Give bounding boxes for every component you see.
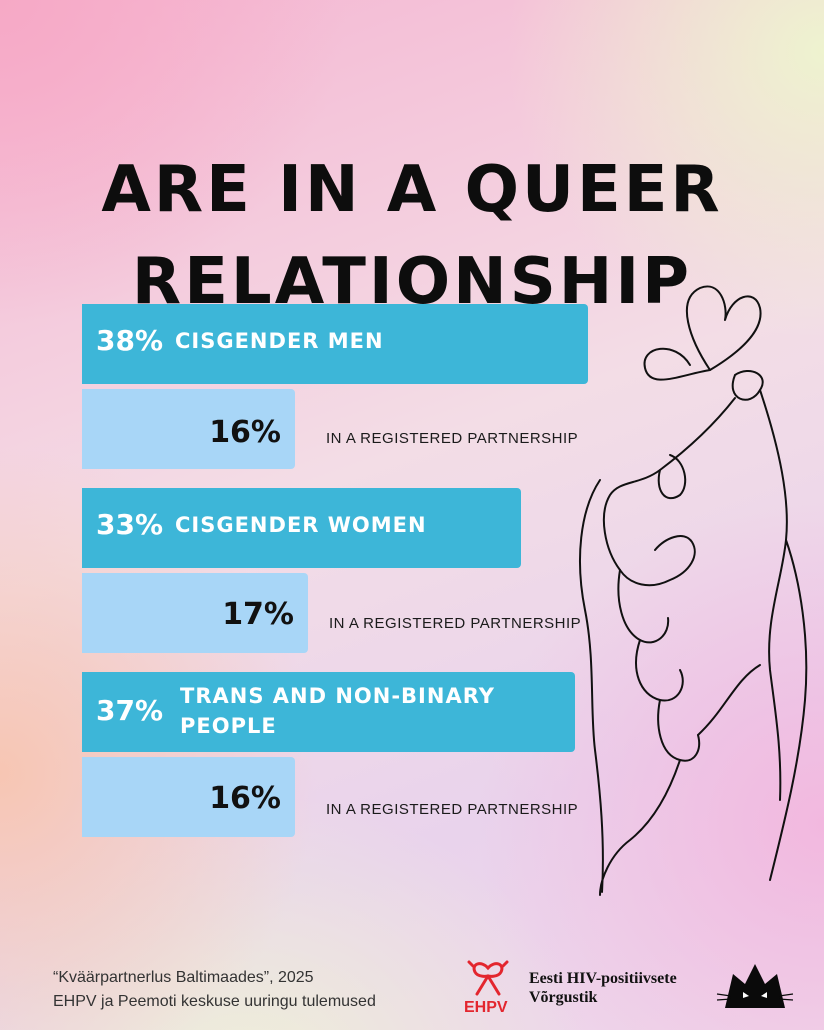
org-name-line-2: Võrgustik	[529, 989, 598, 1006]
cat-face-logo-icon	[716, 964, 794, 1008]
title-line-1: ARE IN A QUEER	[101, 153, 723, 227]
bar-registered-trans-non-binary: 16%	[82, 757, 295, 837]
bar-cisgender-women: 33% CISGENDER WOMEN	[82, 488, 521, 568]
registered-partnership-label-2: IN A REGISTERED PARTNERSHIP	[329, 615, 582, 632]
registered-partnership-label-1: IN A REGISTERED PARTNERSHIP	[326, 430, 579, 447]
bar-trans-non-binary: 37% TRANS AND NON-BINARY PEOPLE	[82, 672, 575, 752]
bar-registered-cisgender-men: 16%	[82, 389, 295, 469]
category-label-trans-non-binary-line-1: TRANS AND NON-BINARY	[180, 684, 495, 708]
heart-hand-line-art-icon	[579, 285, 808, 896]
org-name-line-1: Eesti HIV-positiivsete	[529, 970, 677, 987]
category-label-cisgender-men: CISGENDER MEN	[175, 329, 384, 353]
ehpv-logo-text: EHPV	[464, 999, 508, 1016]
source-line-1: “Kväärpartnerlus Baltimaades”, 2025	[53, 969, 314, 986]
registered-partnership-label-3: IN A REGISTERED PARTNERSHIP	[326, 801, 579, 818]
value-label-registered-cisgender-women: 17%	[222, 597, 294, 632]
value-label-trans-non-binary: 37%	[96, 694, 164, 727]
category-label-cisgender-women: CISGENDER WOMEN	[175, 513, 427, 537]
bar-registered-cisgender-women: 17%	[82, 573, 308, 653]
ehpv-ribbon-logo-icon	[467, 960, 509, 996]
source-line-2: EHPV ja Peemoti keskuse uuringu tulemuse…	[53, 993, 376, 1010]
value-label-registered-cisgender-men: 16%	[209, 415, 281, 450]
title-line-2: RELATIONSHIP	[131, 245, 693, 319]
value-label-registered-trans-non-binary: 16%	[209, 781, 281, 816]
bar-cisgender-men: 38% CISGENDER MEN	[82, 304, 588, 384]
value-label-cisgender-men: 38%	[96, 324, 164, 357]
category-label-trans-non-binary-line-2: PEOPLE	[180, 714, 277, 738]
value-label-cisgender-women: 33%	[96, 508, 164, 541]
